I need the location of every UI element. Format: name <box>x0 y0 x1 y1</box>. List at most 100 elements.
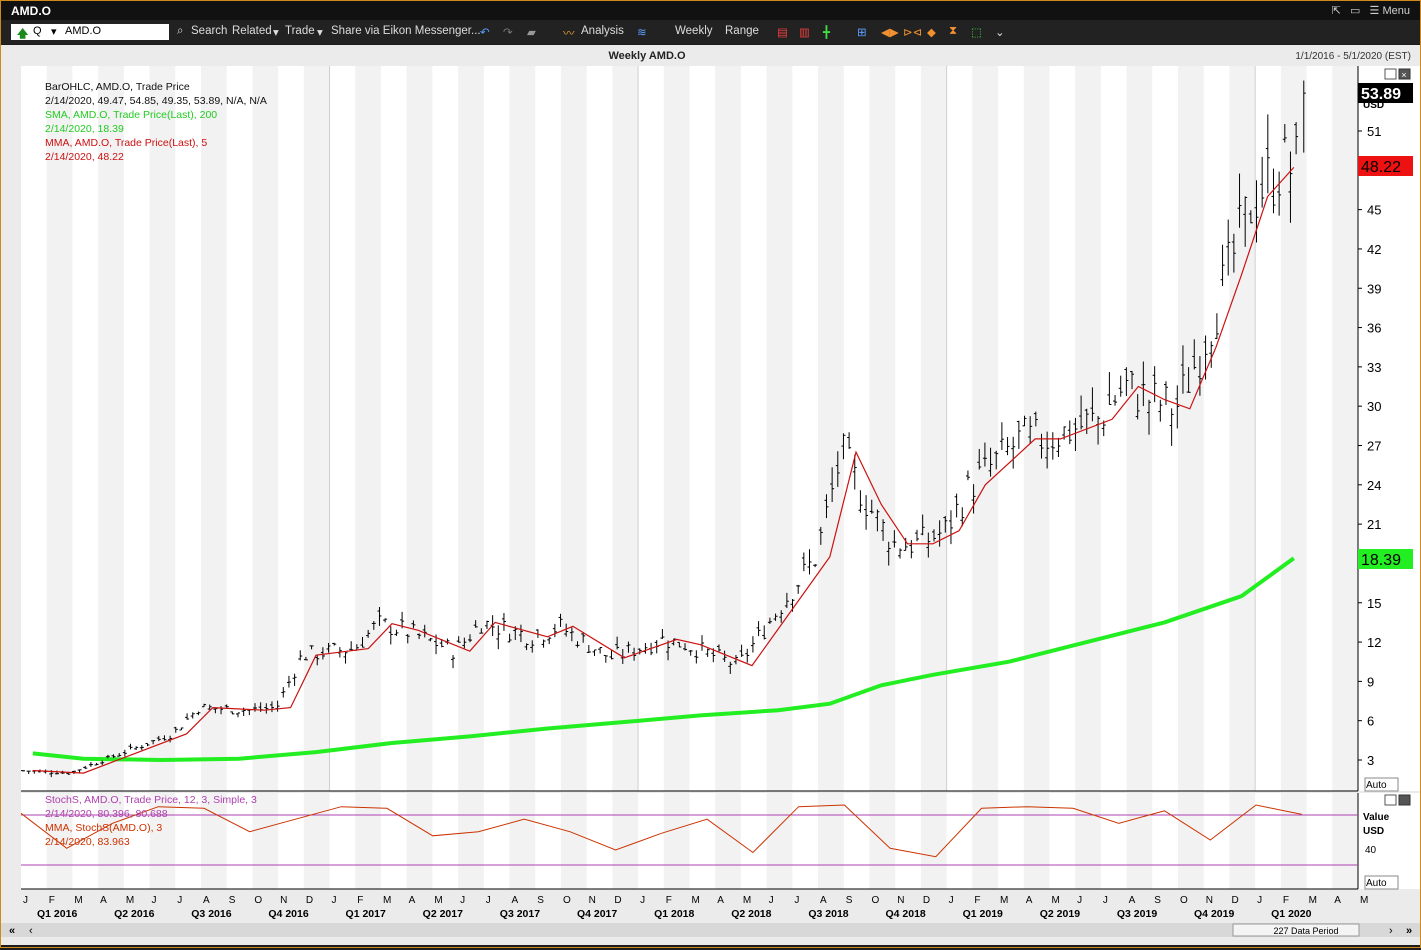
analysis-button[interactable]: Analysis <box>581 25 624 37</box>
search-button[interactable]: Search <box>191 25 228 37</box>
wave-icon[interactable]: ≋ <box>637 27 647 39</box>
stoch-mma-line <box>20 804 1302 858</box>
menu-icon[interactable]: ☰ <box>1369 5 1380 17</box>
restore-stoch-icon[interactable] <box>1384 794 1397 806</box>
dropdown-icon[interactable]: ▾ <box>51 26 57 38</box>
month-tick-label: J <box>152 895 157 906</box>
chart-svg[interactable]: Weekly AMD.O 1/1/2016 - 5/1/2020 (EST) 3… <box>1 45 1420 945</box>
quarter-tick-label: Q1 2018 <box>654 908 694 920</box>
redo-icon[interactable]: ↷ <box>503 27 513 39</box>
month-tick-label: N <box>589 895 596 906</box>
month-tick-label: J <box>769 895 774 906</box>
month-band <box>663 66 690 791</box>
scroll-end-icon[interactable]: » <box>1406 925 1412 937</box>
quarter-tick-label: Q2 2016 <box>114 908 154 920</box>
month-band <box>252 793 279 889</box>
restore-pane-icon[interactable] <box>1384 68 1397 80</box>
scroll-thumb[interactable] <box>1232 923 1360 937</box>
month-tick-label: J <box>949 895 954 906</box>
restore-icon[interactable]: ▭ <box>1349 5 1361 17</box>
select-icon[interactable]: ⬚ <box>971 27 982 39</box>
month-band <box>766 66 793 791</box>
stoch-axis-label: Value <box>1363 812 1390 823</box>
close-stoch-icon[interactable] <box>1398 794 1411 806</box>
range-button[interactable]: Range <box>725 25 759 37</box>
month-tick-label: J <box>1077 895 1082 906</box>
month-tick-label: M <box>1360 895 1368 906</box>
month-band <box>458 66 484 791</box>
analysis-icon[interactable]: 〰 <box>563 28 575 40</box>
hourglass-icon[interactable]: ⧗ <box>949 25 958 37</box>
month-band <box>715 66 741 791</box>
quarter-tick-label: Q2 2018 <box>731 908 771 920</box>
fit-icon[interactable]: ⊳⊲ <box>903 27 923 39</box>
window-controls[interactable]: ⇱ ▭ ☰ Menu <box>1332 4 1410 17</box>
legend-bar-values: 2/14/2020, 49.47, 54.85, 49.35, 53.89, N… <box>45 95 267 107</box>
month-band <box>818 793 844 889</box>
share-button[interactable]: Share via Eikon Messenger... <box>331 25 481 37</box>
auto-scale-label[interactable]: Auto <box>1366 780 1387 791</box>
month-band <box>766 793 793 889</box>
month-band <box>972 66 999 791</box>
ric-input-box[interactable]: 🡅 Q ▾ AMD.O <box>11 24 169 40</box>
related-button[interactable]: Related <box>232 25 272 37</box>
scroll-left-icon[interactable]: ‹ <box>29 925 33 937</box>
undo-icon[interactable]: ↶ <box>480 27 490 39</box>
month-band <box>1332 66 1358 791</box>
month-tick-label: A <box>1026 895 1033 906</box>
month-tick-label: A <box>409 895 416 906</box>
month-tick-label: J <box>1257 895 1262 906</box>
scroll-start-icon[interactable]: « <box>9 925 15 937</box>
quarter-tick-label: Q3 2019 <box>1117 908 1157 920</box>
month-tick-label: S <box>846 895 853 906</box>
close-pane-icon[interactable] <box>1398 68 1411 80</box>
month-tick-label: J <box>177 895 182 906</box>
stoch-auto-label[interactable]: Auto <box>1366 878 1387 889</box>
auto-scale-button[interactable] <box>1364 777 1399 792</box>
scrollbar[interactable] <box>1 923 1420 937</box>
menu-label[interactable]: Menu <box>1382 5 1410 17</box>
month-tick-label: J <box>460 895 465 906</box>
pin-icon[interactable]: ⇱ <box>1331 5 1341 17</box>
month-band <box>1280 66 1307 791</box>
month-band <box>355 66 381 791</box>
month-band <box>1178 793 1204 889</box>
zoom-icon[interactable]: ⊞ <box>857 27 867 39</box>
month-tick-label: M <box>692 895 700 906</box>
scroll-left-icon[interactable]: ◀▶ <box>881 27 899 39</box>
chevron-down-icon[interactable]: ▾ <box>273 27 279 39</box>
month-band <box>252 66 279 791</box>
up-arrow-icon[interactable]: 🡅 <box>17 28 29 40</box>
month-tick-label: M <box>1309 895 1317 906</box>
month-band <box>355 793 381 889</box>
price-tick-label: 45 <box>1367 203 1381 218</box>
month-tick-label: D <box>1231 895 1238 906</box>
search-icon[interactable]: ⌕ <box>177 25 184 37</box>
month-band <box>200 66 227 791</box>
interval-button[interactable]: Weekly <box>675 25 713 37</box>
price-tick-label: 51 <box>1367 124 1381 139</box>
stoch-mma-name: MMA, StochS(AMD.O), 3 <box>45 822 162 834</box>
month-band <box>1332 793 1358 889</box>
month-tick-label: F <box>49 895 55 906</box>
sma-price-value: 18.39 <box>1361 552 1401 569</box>
month-band <box>509 66 536 791</box>
ric-input[interactable]: AMD.O <box>65 25 102 37</box>
q-label[interactable]: Q <box>33 25 42 37</box>
month-band <box>46 66 73 791</box>
crosshair-icon[interactable]: ╋ <box>823 27 830 39</box>
stoch-legend-values: 2/14/2020, 80.396, 80.688 <box>45 808 168 820</box>
more-icon[interactable]: ⌄ <box>995 27 1005 39</box>
stoch-auto-button[interactable] <box>1364 875 1399 890</box>
folder-icon[interactable]: ▰ <box>527 27 536 39</box>
chart-header <box>1 45 1420 66</box>
trade-button[interactable]: Trade <box>285 25 315 37</box>
mma-price-tag <box>1358 156 1413 176</box>
vertical-fit-icon[interactable]: ◆ <box>927 27 936 39</box>
month-band <box>509 793 536 889</box>
line-chart-icon[interactable]: ▤ <box>777 27 788 39</box>
bar-chart-icon[interactable]: ▥ <box>799 27 810 39</box>
stoch-axis <box>1358 793 1420 889</box>
chevron-down-icon[interactable]: ▾ <box>317 27 323 39</box>
scroll-right-icon[interactable]: › <box>1389 925 1393 937</box>
